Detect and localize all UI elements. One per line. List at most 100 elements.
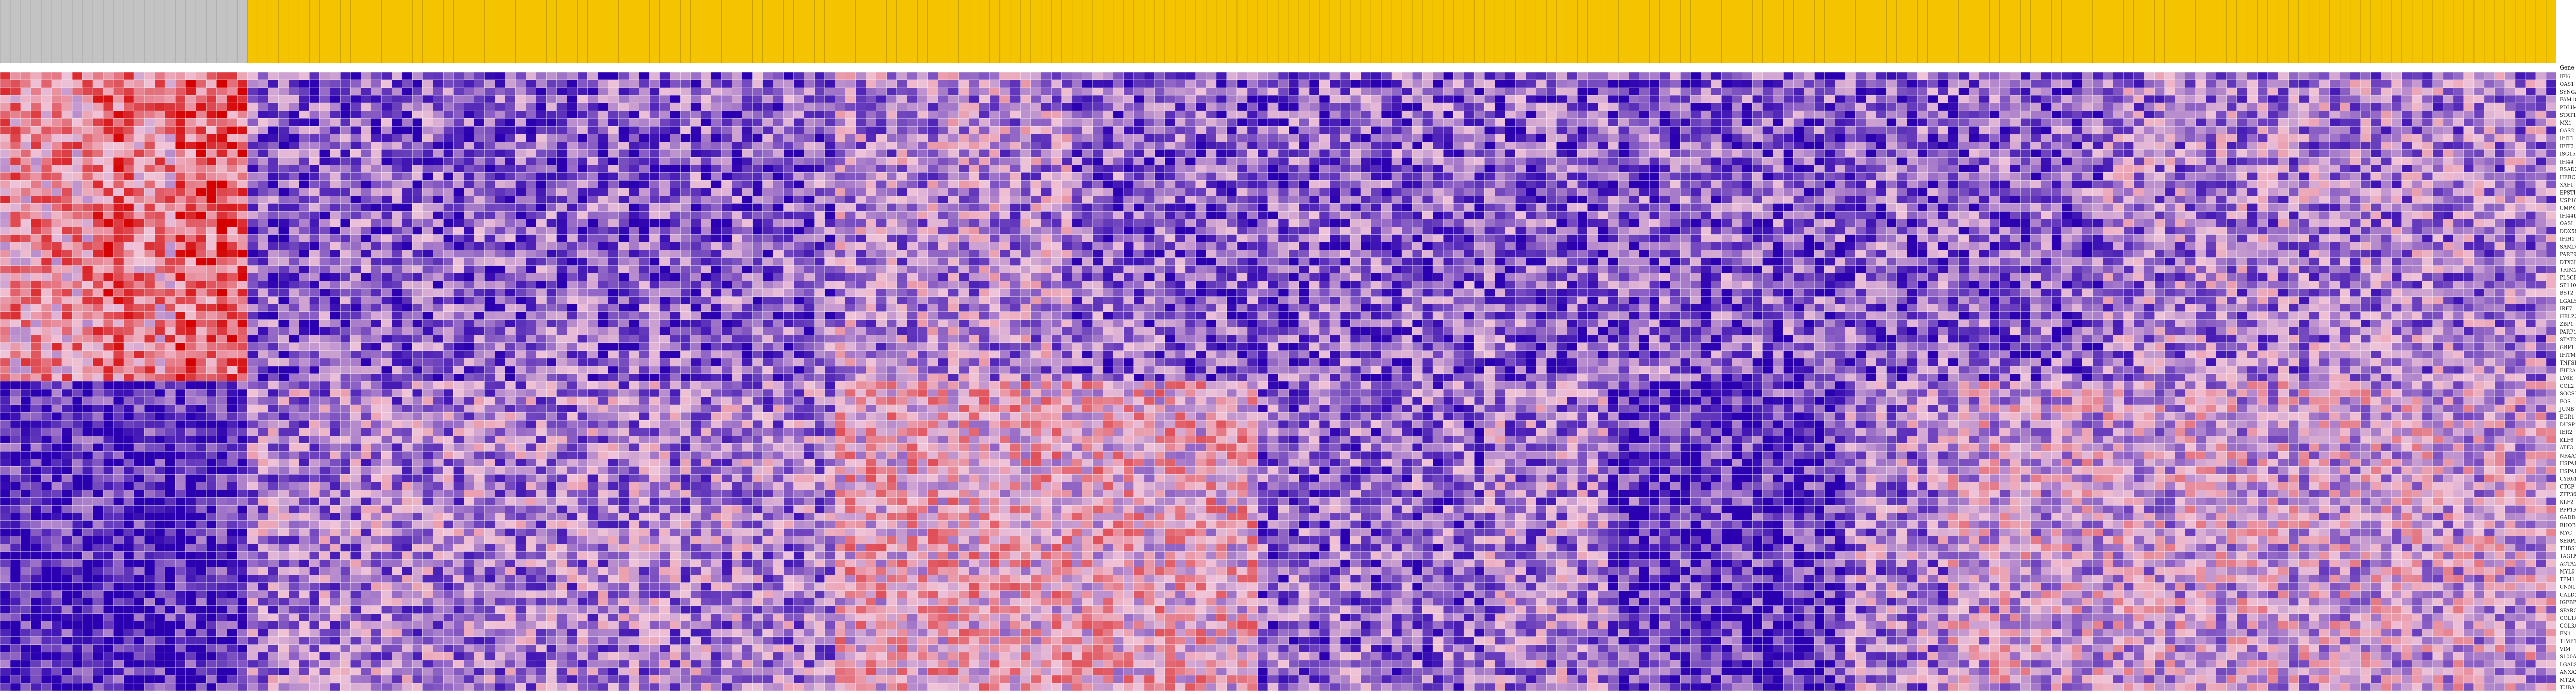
- heatmap-cell: [1432, 142, 1444, 150]
- heatmap-cell: [2463, 188, 2475, 196]
- heatmap-cell: [247, 118, 258, 127]
- heatmap-cell: [1556, 157, 1567, 165]
- heatmap-cell: [1144, 87, 1155, 96]
- heatmap-cell: [2154, 72, 2165, 80]
- heatmap-cell: [2041, 196, 2052, 204]
- heatmap-cell: [1979, 134, 1990, 142]
- heatmap-cell: [1443, 102, 1454, 111]
- heatmap-cell: [278, 157, 289, 165]
- heatmap-cell: [546, 203, 557, 212]
- heatmap-cell: [2278, 126, 2289, 134]
- heatmap-cell: [2051, 110, 2062, 119]
- heatmap-cell: [464, 157, 474, 165]
- heatmap-cell: [2525, 134, 2536, 142]
- heatmap-cell: [1432, 149, 1444, 158]
- heatmap-cell: [2164, 142, 2175, 150]
- heatmap-cell: [412, 134, 423, 142]
- heatmap-cell: [2113, 87, 2124, 96]
- heatmap-cell: [515, 72, 526, 80]
- heatmap-cell: [1680, 134, 1691, 142]
- heatmap-cell: [1907, 142, 1918, 150]
- heatmap-cell: [61, 110, 73, 119]
- heatmap-cell: [1319, 118, 1330, 127]
- heatmap-cell: [773, 149, 784, 158]
- heatmap-cell: [2103, 211, 2113, 219]
- heatmap-cell: [629, 203, 639, 212]
- heatmap-cell: [1762, 79, 1773, 88]
- heatmap-cell: [587, 211, 598, 219]
- heatmap-cell: [2216, 172, 2227, 181]
- heatmap-cell: [2175, 79, 2185, 88]
- heatmap-cell: [1567, 196, 1578, 204]
- heatmap-cell: [1567, 95, 1578, 103]
- heatmap-cell: [2494, 196, 2505, 204]
- heatmap-cell: [2113, 126, 2124, 134]
- heatmap-cell: [206, 211, 217, 219]
- heatmap-cell: [1247, 118, 1258, 127]
- heatmap-cell: [927, 157, 938, 165]
- heatmap-cell: [1401, 149, 1413, 158]
- heatmap-cell: [1938, 79, 1948, 88]
- heatmap-cell: [1236, 79, 1248, 88]
- heatmap-cell: [886, 72, 897, 80]
- heatmap-cell: [1103, 172, 1114, 181]
- heatmap-cell: [1422, 165, 1433, 173]
- heatmap-cell: [1783, 172, 1794, 181]
- heatmap-cell: [1567, 126, 1578, 134]
- heatmap-cell: [907, 110, 918, 119]
- heatmap-cell: [649, 157, 660, 165]
- heatmap-cell: [855, 180, 866, 188]
- heatmap-cell: [1649, 134, 1660, 142]
- heatmap-cell: [1814, 203, 1825, 212]
- heatmap-cell: [1783, 196, 1794, 204]
- heatmap-cell: [1010, 165, 1021, 173]
- heatmap-cell: [567, 203, 578, 212]
- heatmap-cell: [1896, 180, 1907, 188]
- heatmap-cell: [629, 134, 639, 142]
- heatmap-cell: [154, 87, 165, 96]
- heatmap-cell: [10, 72, 21, 80]
- heatmap-cell: [1030, 79, 1041, 88]
- heatmap-cell: [1515, 126, 1526, 134]
- heatmap-cell: [649, 87, 660, 96]
- heatmap-cell: [855, 95, 866, 103]
- heatmap-cell: [927, 110, 938, 119]
- heatmap-cell: [2082, 72, 2093, 80]
- heatmap-cell: [1401, 110, 1413, 119]
- heatmap-cell: [1092, 118, 1104, 127]
- heatmap-cell: [618, 95, 629, 103]
- heatmap-cell: [587, 95, 598, 103]
- heatmap-cell: [1907, 188, 1918, 196]
- heatmap-cell: [1072, 149, 1083, 158]
- heatmap-cell: [1041, 142, 1052, 150]
- heatmap-cell: [1195, 126, 1207, 134]
- heatmap-cell: [2185, 196, 2196, 204]
- heatmap-cell: [2350, 72, 2361, 80]
- heatmap-cell: [1927, 196, 1938, 204]
- heatmap-cell: [1350, 203, 1361, 212]
- heatmap-cell: [773, 126, 784, 134]
- heatmap-cell: [2288, 102, 2299, 111]
- heatmap-cell: [2113, 95, 2124, 103]
- heatmap-cell: [1536, 172, 1547, 181]
- heatmap-cell: [824, 87, 835, 96]
- heatmap-cell: [1762, 110, 1773, 119]
- heatmap-cell: [1463, 188, 1475, 196]
- heatmap-cell: [979, 165, 990, 173]
- heatmap-cell: [1845, 72, 1856, 80]
- heatmap-cell: [2164, 196, 2175, 204]
- heatmap-cell: [247, 157, 258, 165]
- heatmap-cell: [443, 79, 454, 88]
- heatmap-cell: [1061, 102, 1073, 111]
- heatmap-cell: [258, 134, 268, 142]
- heatmap-cell: [1618, 118, 1629, 127]
- heatmap-cell: [1876, 126, 1887, 134]
- heatmap-cell: [1979, 172, 1990, 181]
- heatmap-cell: [2329, 95, 2341, 103]
- heatmap-cell: [2103, 110, 2113, 119]
- heatmap-cell: [1659, 79, 1670, 88]
- heatmap-cell: [2133, 188, 2144, 196]
- heatmap-cell: [1762, 196, 1773, 204]
- heatmap-cell: [309, 219, 320, 227]
- heatmap-cell: [41, 180, 52, 188]
